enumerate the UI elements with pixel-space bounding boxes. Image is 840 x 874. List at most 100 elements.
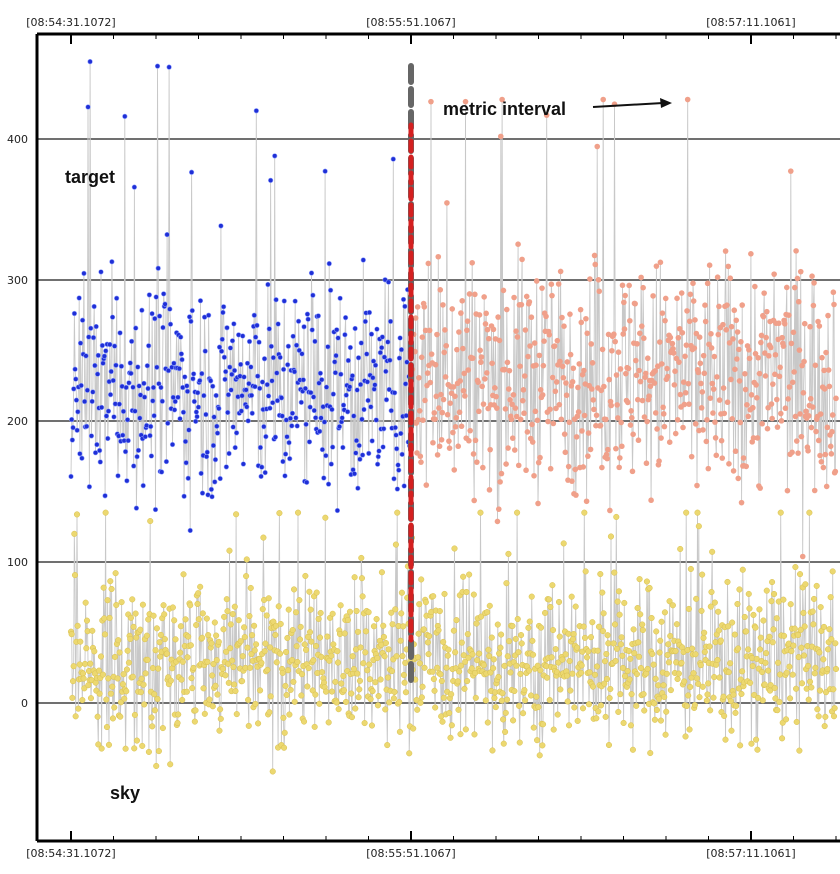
data-point-0	[312, 338, 318, 344]
data-point-1	[681, 401, 688, 408]
data-point-1	[549, 292, 555, 299]
data-point-2	[330, 641, 337, 648]
data-point-2	[147, 518, 154, 525]
data-point-0	[255, 373, 261, 379]
data-point-2	[69, 694, 76, 701]
data-point-2	[572, 603, 579, 610]
data-point-1	[765, 404, 771, 411]
data-point-1	[797, 268, 804, 275]
data-point-0	[269, 378, 275, 384]
data-point-2	[204, 658, 211, 665]
data-point-2	[184, 654, 191, 661]
data-point-2	[114, 675, 121, 682]
data-point-2	[813, 582, 820, 589]
data-point-1	[825, 312, 831, 319]
data-point-1	[604, 455, 611, 462]
data-point-1	[581, 412, 588, 419]
data-point-2	[199, 610, 206, 617]
data-point-2	[145, 616, 152, 623]
data-point-0	[355, 355, 362, 361]
data-point-2	[415, 630, 422, 637]
data-point-1	[509, 435, 516, 441]
data-point-0	[137, 392, 144, 398]
data-point-0	[385, 339, 391, 345]
data-point-2	[663, 708, 670, 715]
data-point-0	[304, 479, 310, 485]
data-point-1	[580, 464, 587, 470]
data-point-0	[275, 321, 281, 327]
data-point-2	[337, 602, 344, 609]
data-point-2	[689, 645, 696, 652]
data-point-2	[111, 653, 118, 661]
data-point-0	[105, 408, 112, 414]
data-point-2	[800, 652, 808, 659]
data-point-2	[151, 691, 158, 698]
data-point-2	[757, 634, 764, 641]
data-point-2	[380, 633, 387, 640]
data-point-2	[549, 626, 557, 634]
data-point-1	[482, 376, 488, 382]
data-point-2	[484, 719, 491, 726]
data-point-2	[338, 680, 345, 687]
series-connector-1	[410, 99, 837, 557]
data-point-1	[743, 463, 750, 470]
data-point-0	[136, 383, 142, 389]
data-point-2	[111, 704, 118, 711]
data-point-0	[248, 364, 254, 370]
data-point-0	[206, 312, 212, 318]
data-point-2	[593, 663, 601, 670]
data-point-1	[643, 460, 650, 467]
data-point-0	[267, 405, 273, 411]
data-point-0	[402, 303, 408, 309]
data-point-2	[436, 608, 443, 615]
data-point-2	[599, 628, 607, 635]
data-point-0	[105, 435, 111, 442]
data-point-2	[149, 665, 156, 672]
data-point-1	[607, 507, 613, 514]
data-point-1	[616, 464, 622, 471]
data-point-2	[806, 678, 814, 685]
data-point-2	[605, 741, 613, 749]
data-point-2	[239, 653, 246, 660]
data-point-2	[790, 642, 797, 649]
data-point-2	[827, 594, 834, 601]
data-point-1	[748, 251, 754, 257]
data-point-0	[176, 366, 182, 372]
data-point-1	[755, 355, 761, 361]
data-point-1	[771, 271, 777, 277]
data-point-0	[90, 335, 97, 341]
data-point-2	[478, 613, 485, 620]
data-point-2	[482, 697, 489, 704]
data-point-1	[503, 306, 510, 313]
data-point-1	[521, 410, 527, 417]
data-point-2	[631, 650, 638, 657]
data-point-1	[812, 362, 819, 369]
data-point-2	[133, 634, 140, 641]
data-point-0	[280, 458, 286, 465]
data-point-1	[414, 304, 421, 310]
data-point-1	[731, 307, 738, 314]
data-point-2	[208, 640, 215, 647]
data-point-0	[401, 483, 407, 489]
data-point-2	[763, 650, 770, 657]
data-point-0	[199, 490, 206, 496]
data-point-0	[84, 387, 90, 393]
data-point-1	[462, 393, 468, 399]
data-point-1	[513, 413, 520, 420]
data-point-2	[139, 601, 146, 608]
data-point-1	[705, 465, 712, 472]
data-point-1	[423, 482, 430, 488]
data-point-2	[796, 747, 803, 754]
data-point-1	[520, 387, 527, 393]
data-point-1	[748, 392, 755, 398]
data-point-1	[640, 284, 646, 291]
data-point-1	[826, 383, 833, 390]
data-point-2	[400, 623, 407, 630]
data-point-2	[700, 634, 707, 641]
data-point-0	[232, 444, 238, 451]
data-point-1	[629, 415, 635, 421]
data-point-2	[716, 674, 723, 681]
annotation-sky: sky	[110, 783, 140, 803]
data-point-1	[590, 397, 597, 403]
data-point-2	[137, 626, 144, 633]
